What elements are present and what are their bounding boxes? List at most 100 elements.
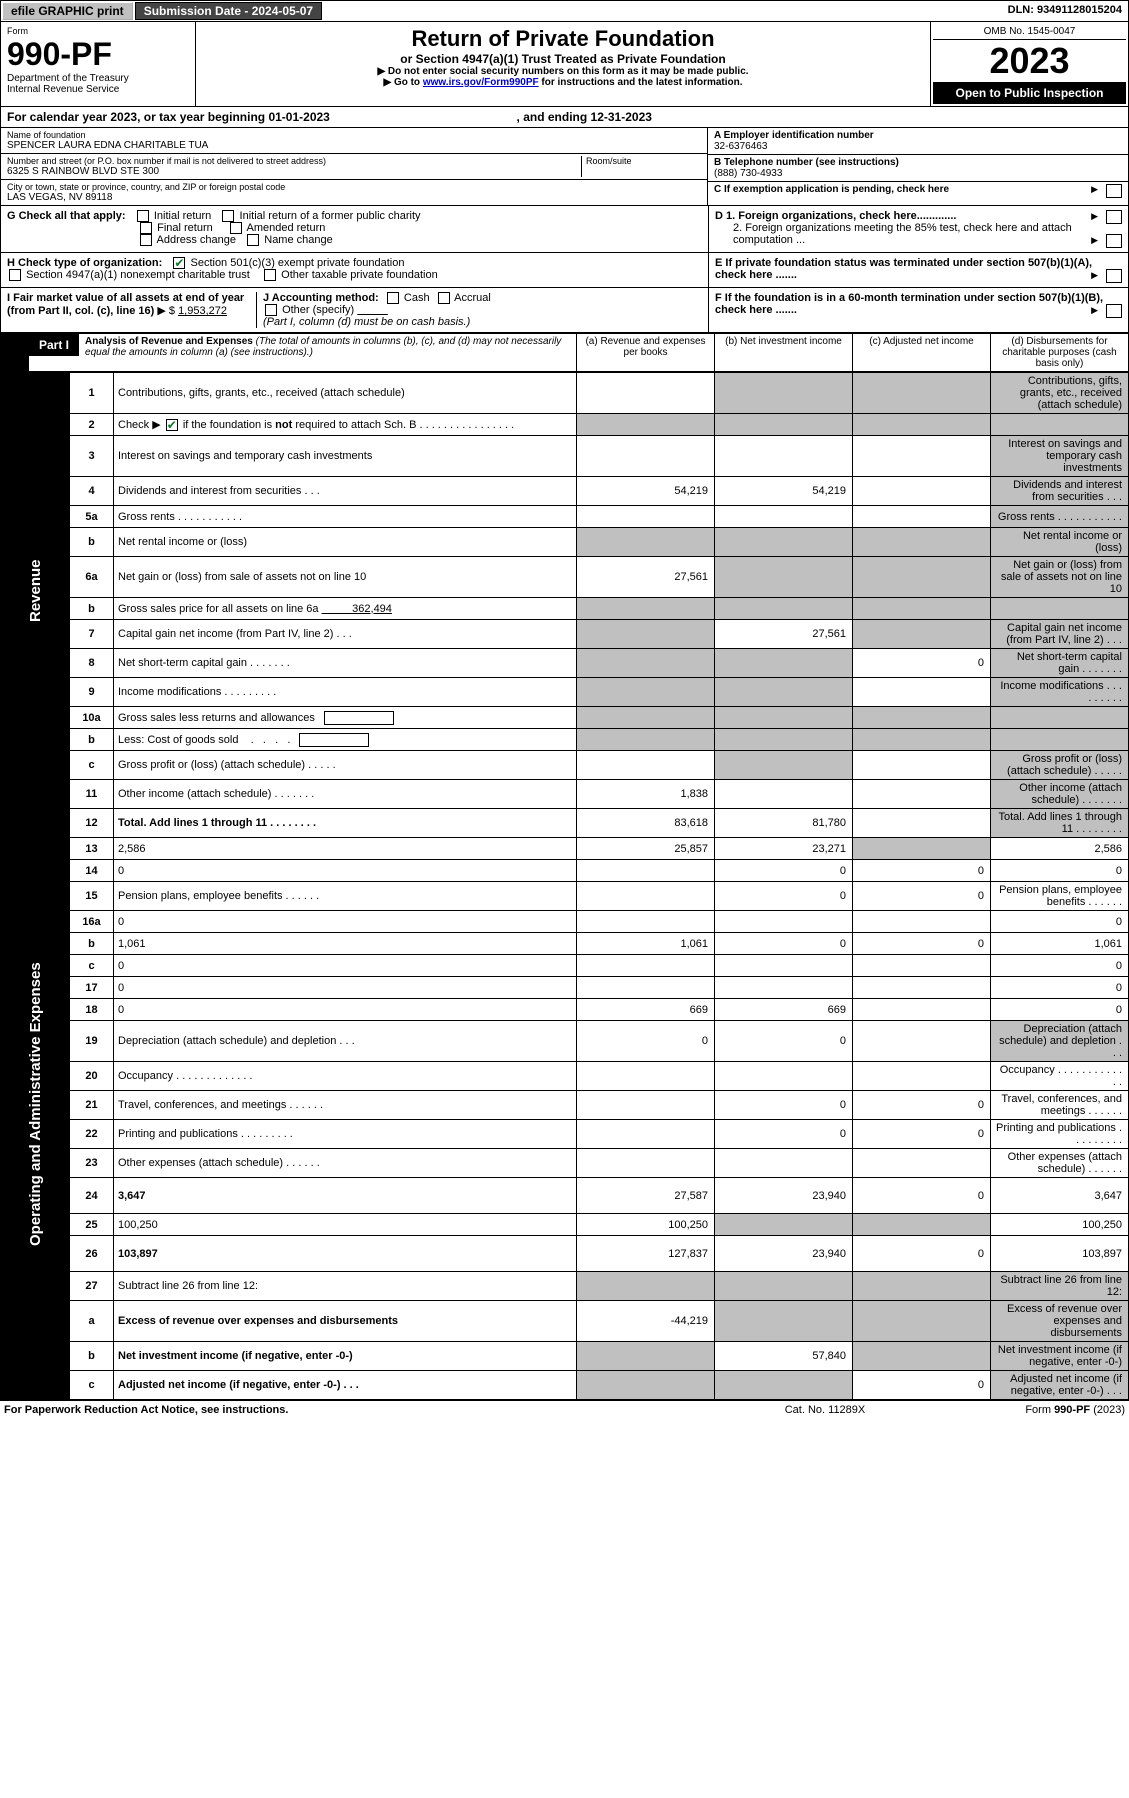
foundation-name: SPENCER LAURA EDNA CHARITABLE TUA (7, 140, 701, 151)
cb-initial-return[interactable] (137, 210, 149, 222)
table-row: Revenue1Contributions, gifts, grants, et… (1, 373, 1129, 414)
table-row: Operating and Administrative Expenses12T… (1, 809, 1129, 838)
cb-accrual[interactable] (438, 292, 450, 304)
j-label: J Accounting method: (263, 292, 379, 304)
cell-col-a: 1,061 (577, 933, 715, 955)
cb-e[interactable] (1106, 269, 1122, 283)
line-number: 9 (70, 678, 114, 707)
col-d-hdr: (d) Disbursements for charitable purpose… (990, 334, 1128, 371)
cell-col-d: Other income (attach schedule) . . . . .… (991, 780, 1129, 809)
cell-col-c: 0 (853, 882, 991, 911)
cell-col-b (715, 506, 853, 528)
line-description: Gross sales price for all assets on line… (114, 598, 577, 620)
cell-col-c (853, 999, 991, 1021)
cell-col-a: 54,219 (577, 477, 715, 506)
dln-label: DLN: 93491128015204 (1002, 1, 1128, 21)
cell-col-c: 0 (853, 1371, 991, 1400)
cell-col-a: 27,587 (577, 1178, 715, 1214)
cell-col-d: Excess of revenue over expenses and disb… (991, 1301, 1129, 1342)
line-number: 23 (70, 1149, 114, 1178)
table-row: c Adjusted net income (if negative, enter… (1, 1371, 1129, 1400)
cb-other-taxable[interactable] (264, 269, 276, 281)
cell-col-d: Other expenses (attach schedule) . . . .… (991, 1149, 1129, 1178)
line-description: 0 (114, 977, 577, 999)
line-number: 24 (70, 1178, 114, 1214)
cell-col-a (577, 649, 715, 678)
form-ref: Form 990-PF (2023) (925, 1404, 1125, 1416)
cb-cash[interactable] (387, 292, 399, 304)
line-description: Gross rents . . . . . . . . . . . (114, 506, 577, 528)
cell-col-a: 25,857 (577, 838, 715, 860)
cb-final-return[interactable] (140, 222, 152, 234)
pending-label: C If exemption application is pending, c… (714, 184, 949, 195)
cell-col-c (853, 977, 991, 999)
cb-address-change[interactable] (140, 234, 152, 246)
line-number: a (70, 1301, 114, 1342)
d2-label: 2. Foreign organizations meeting the 85%… (733, 222, 1072, 246)
cell-col-d: Subtract line 26 from line 12: (991, 1272, 1129, 1301)
line-description: 1,061 (114, 933, 577, 955)
cb-4947a1[interactable] (9, 269, 21, 281)
part1-title: Analysis of Revenue and Expenses (85, 336, 253, 347)
top-bar: efile GRAPHIC print Submission Date - 20… (0, 0, 1129, 22)
efile-print-button[interactable]: efile GRAPHIC print (2, 2, 133, 20)
table-row: 3Interest on savings and temporary cash … (1, 436, 1129, 477)
cell-col-d: 3,647 (991, 1178, 1129, 1214)
form990pf-link[interactable]: www.irs.gov/Form990PF (423, 77, 539, 88)
cb-501c3[interactable] (173, 257, 185, 269)
cell-col-d: Dividends and interest from securities .… (991, 477, 1129, 506)
cell-col-a (577, 1272, 715, 1301)
table-row: 2Check ▶ if the foundation is not requir… (1, 414, 1129, 436)
cell-col-c (853, 707, 991, 729)
cb-name-change[interactable] (247, 234, 259, 246)
line-description: Net gain or (loss) from sale of assets n… (114, 557, 577, 598)
line-number: 11 (70, 780, 114, 809)
cell-col-b (715, 1301, 853, 1342)
cell-col-a (577, 751, 715, 780)
line-description: 0 (114, 860, 577, 882)
line-description: Dividends and interest from securities .… (114, 477, 577, 506)
cell-col-b (715, 977, 853, 999)
line-number: 1 (70, 373, 114, 414)
cell-col-c (853, 1021, 991, 1062)
cell-col-c (853, 598, 991, 620)
line-number: c (70, 1371, 114, 1400)
cell-col-d: 0 (991, 977, 1129, 999)
cb-d2[interactable] (1106, 234, 1122, 248)
form-title: Return of Private Foundation (206, 26, 920, 52)
cell-col-b: 0 (715, 1021, 853, 1062)
cb-d1[interactable] (1106, 210, 1122, 224)
pending-checkbox[interactable] (1106, 184, 1122, 198)
form-subtitle: or Section 4947(a)(1) Trust Treated as P… (206, 52, 920, 66)
cell-col-d: Capital gain net income (from Part IV, l… (991, 620, 1129, 649)
cell-col-d: Adjusted net income (if negative, enter … (991, 1371, 1129, 1400)
submission-date-button[interactable]: Submission Date - 2024-05-07 (135, 2, 322, 20)
cb-amended-return[interactable] (230, 222, 242, 234)
cb-other-method[interactable] (265, 304, 277, 316)
cell-col-a (577, 860, 715, 882)
cell-col-b: 0 (715, 1091, 853, 1120)
table-row: 140000 (1, 860, 1129, 882)
table-row: 20Occupancy . . . . . . . . . . . . .Occ… (1, 1062, 1129, 1091)
instr-goto: ▶ Go to www.irs.gov/Form990PF for instru… (206, 77, 920, 88)
cb-f[interactable] (1106, 304, 1122, 318)
cell-col-c (853, 678, 991, 707)
cell-col-a (577, 436, 715, 477)
name-label: Name of foundation (7, 130, 701, 140)
cell-col-a (577, 678, 715, 707)
cell-col-c: 0 (853, 1120, 991, 1149)
cell-col-b: 0 (715, 1120, 853, 1149)
d1-label: D 1. Foreign organizations, check here..… (715, 210, 956, 222)
cell-col-b: 23,271 (715, 838, 853, 860)
line-number: 15 (70, 882, 114, 911)
line-number: 2 (70, 414, 114, 436)
col-h: H Check type of organization: Section 50… (1, 253, 708, 287)
line-number: 6a (70, 557, 114, 598)
cell-col-c (853, 436, 991, 477)
table-row: 9Income modifications . . . . . . . . .I… (1, 678, 1129, 707)
cell-col-c: 0 (853, 1178, 991, 1214)
city-label: City or town, state or province, country… (7, 182, 701, 192)
cell-col-a (577, 373, 715, 414)
cell-col-a (577, 729, 715, 751)
cb-initial-former[interactable] (222, 210, 234, 222)
